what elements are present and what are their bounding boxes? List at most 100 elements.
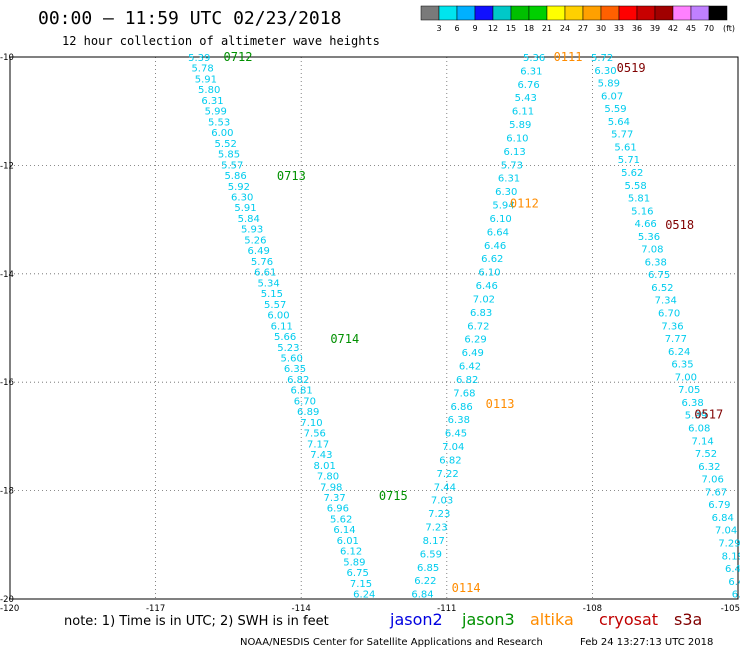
wave-height-label: 5.89 [343,557,365,568]
wave-height-label: 6.30 [495,187,517,198]
wave-height-label: 7.77 [665,334,687,345]
wave-height-label: 6.13 [503,147,525,158]
wave-height-label: 7.98 [320,482,342,493]
wave-height-label: 6.24 [353,590,375,601]
wave-height-label: 5.99 [205,107,227,118]
wave-height-label: 5.52 [215,139,237,150]
x-tick-label: -120 [0,604,19,614]
wave-height-label: 6.72 [467,321,489,332]
wave-height-label: 5.81 [628,194,650,205]
wave-height-label: 5.57 [221,160,243,171]
wave-height-label: 5.64 [608,117,630,128]
wave-height-label: 7.04 [715,526,737,537]
colorbar-swatch [636,5,656,21]
wave-height-label: 5.16 [631,206,653,217]
y-tick-label: -14 [0,270,14,280]
colorbar-tick: 3 [436,24,441,33]
wave-height-label: 7.00 [675,372,697,383]
wave-height-label: 7.29 [718,538,740,549]
colorbar-legend: 3 6 9 12 15 18 21 24 27 30 33 36 39 42 45 70 (ft) [420,5,735,33]
wave-height-label: 5.53 [208,117,230,128]
satellite-legend-item: s3a [674,610,702,629]
wave-height-label: 5.77 [611,130,633,141]
wave-height-label: 5.94 [492,201,514,212]
plot-frame [9,56,739,600]
colorbar-tick: 12 [488,24,498,33]
pass-label: 0111 [554,50,583,64]
wave-height-label: 5.78 [191,64,213,75]
satellite-legend-item: jason2 [389,610,443,629]
wave-height-label: 7.15 [350,579,372,590]
pass-label: 0114 [452,581,481,595]
wave-height-label: 5.58 [624,181,646,192]
y-tick-label: -20 [0,595,14,605]
wave-height-label: 7.44 [434,482,456,493]
satellite-legend-item: jason3 [461,610,515,629]
colorbar-tick: 27 [578,24,588,33]
wave-height-label: 5.26 [244,235,266,246]
pass-label: 0714 [330,332,359,346]
wave-height-label: 6.52 [651,283,673,294]
wave-height-label: 6.96 [327,504,349,515]
wave-height-label: 6.40 [728,577,740,588]
wave-height-label: 5.34 [257,278,279,289]
wave-height-label: 5.71 [618,155,640,166]
colorbar-tick: 30 [596,24,606,33]
wave-height-label: 6.31 [201,96,223,107]
wave-height-label: 6.64 [487,227,509,238]
wave-height-label: 4.66 [635,219,657,230]
wave-height-label: 6.89 [297,407,319,418]
wave-height-label: 5.43 [515,93,537,104]
wave-height-label: 6.10 [506,133,528,144]
wave-height-label: 6.31 [520,66,542,77]
wave-height-label: 8.01 [314,461,336,472]
timestamp-text: Feb 24 13:27:13 UTC 2018 [580,637,713,648]
wave-height-label: 5.62 [621,168,643,179]
wave-height-label: 5.66 [274,332,296,343]
wave-height-label: 6.30 [231,193,253,204]
wave-height-label: 7.23 [425,523,447,534]
pass-label: 0112 [510,196,539,210]
wave-height-label: 6.45 [445,429,467,440]
wave-height-label: 7.03 [431,496,453,507]
colorbar-swatch [492,5,512,21]
wave-height-label: 6.38 [681,398,703,409]
colorbar-tick: 15 [506,24,516,33]
wave-height-label: 7.67 [705,487,727,498]
wave-height-label: 5.80 [198,85,220,96]
pass-label: 0517 [694,408,723,422]
wave-height-label: 6.24 [668,347,690,358]
satellite-legend-item: altika [530,610,574,629]
wave-height-label: 5.89 [598,79,620,90]
wave-height-label: 6.75 [648,270,670,281]
wave-height-label: 6.84 [712,513,734,524]
wave-height-label: 5.57 [264,300,286,311]
wave-height-label: 5.15 [261,289,283,300]
wave-height-label: 6.00 [267,311,289,322]
wave-height-label: 7.80 [317,472,339,483]
y-tick-label: -18 [0,487,14,497]
wave-height-label: 7.22 [437,469,459,480]
wave-height-label: 6.35 [284,364,306,375]
wave-height-label: 7.37 [323,493,345,504]
wave-height-label: 6.08 [688,423,710,434]
wave-height-label: 5.86 [224,171,246,182]
x-tick-label: -108 [583,604,602,614]
credit-text: NOAA/NESDIS Center for Satellite Applica… [240,637,543,648]
wave-height-label: 7.08 [641,245,663,256]
wave-height-label: 5.91 [234,203,256,214]
colorbar-swatch [708,5,728,21]
wave-height-label: 7.10 [300,418,322,429]
pass-label: 0715 [379,489,408,503]
note-text: note: 1) Time is in UTC; 2) SWH is in fe… [64,614,329,629]
wave-height-label: 6.62 [481,254,503,265]
wave-height-label: 6.22 [414,576,436,587]
wave-height-label: 6.75 [347,568,369,579]
wave-height-label: 7.56 [304,429,326,440]
x-tick-label: -117 [146,604,165,614]
wave-height-label: 6.32 [698,462,720,473]
wave-height-label: 6.00 [211,128,233,139]
colorbar-swatch [690,5,710,21]
pass-label: 0713 [277,169,306,183]
